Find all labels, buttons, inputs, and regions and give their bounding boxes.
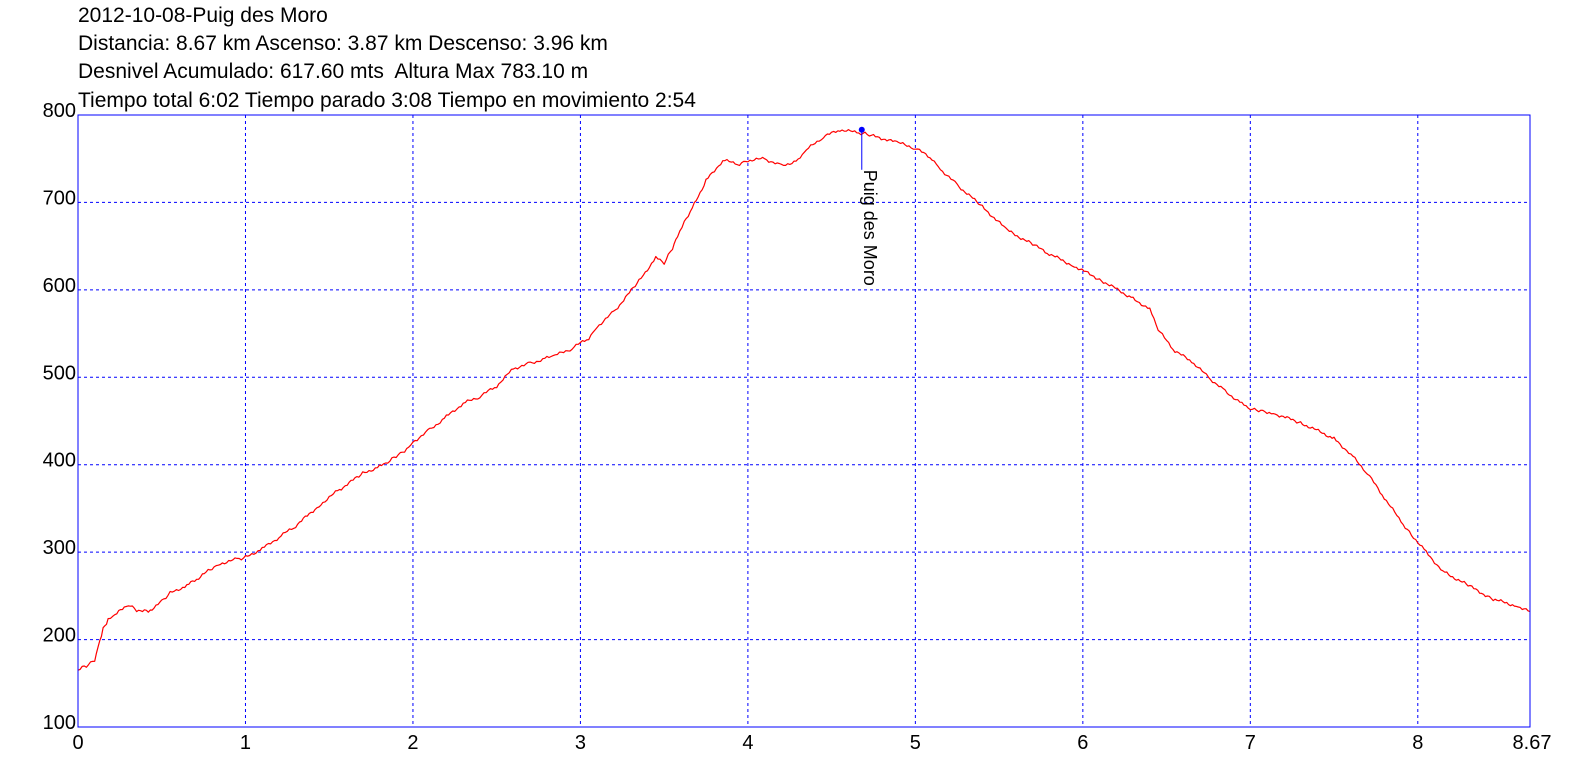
x-tick-label: 8: [1412, 732, 1423, 754]
y-tick-label: 200: [43, 625, 76, 647]
plot-border: [77, 114, 1531, 728]
peak-label: Puig des Moro: [860, 170, 880, 286]
grid-lines: [78, 115, 1530, 727]
y-tick-label: 700: [43, 187, 76, 209]
x-tick-label: 0: [72, 732, 83, 754]
x-tick-label: 6: [1077, 732, 1088, 754]
x-tick-label: 3: [575, 732, 586, 754]
y-tick-label: 800: [43, 100, 76, 122]
elevation-series-line: [77, 129, 1531, 671]
elevation-summary: Desnivel Acumulado: 617.60 mts Altura Ma…: [78, 60, 589, 83]
time-summary: Tiempo total 6:02 Tiempo parado 3:08 Tie…: [78, 89, 696, 112]
y-tick-label: 600: [43, 275, 76, 297]
peak-marker-dot: [858, 126, 865, 133]
series-group: [77, 129, 1531, 671]
x-tick-label: 8.67: [1513, 732, 1552, 754]
x-tick-label: 7: [1245, 732, 1256, 754]
x-tick-label: 1: [240, 732, 251, 754]
y-tick-label: 100: [43, 712, 76, 734]
chart-title: 2012-10-08-Puig des Moro: [78, 4, 328, 27]
plot-frame: [77, 114, 1531, 728]
x-tick-label: 4: [742, 732, 753, 754]
peak-annotation: Puig des Moro: [858, 126, 880, 286]
y-tick-label: 400: [43, 450, 76, 472]
x-tick-label: 2: [407, 732, 418, 754]
distance-summary: Distancia: 8.67 km Ascenso: 3.87 km Desc…: [78, 32, 608, 55]
tick-labels: 0 1 2 3 4 5 6 7 8 8.67 100 200 300 400 500 600 700 800: [43, 100, 1552, 754]
x-tick-label: 5: [910, 732, 921, 754]
y-tick-label: 300: [43, 537, 76, 559]
y-tick-label: 500: [43, 362, 76, 384]
